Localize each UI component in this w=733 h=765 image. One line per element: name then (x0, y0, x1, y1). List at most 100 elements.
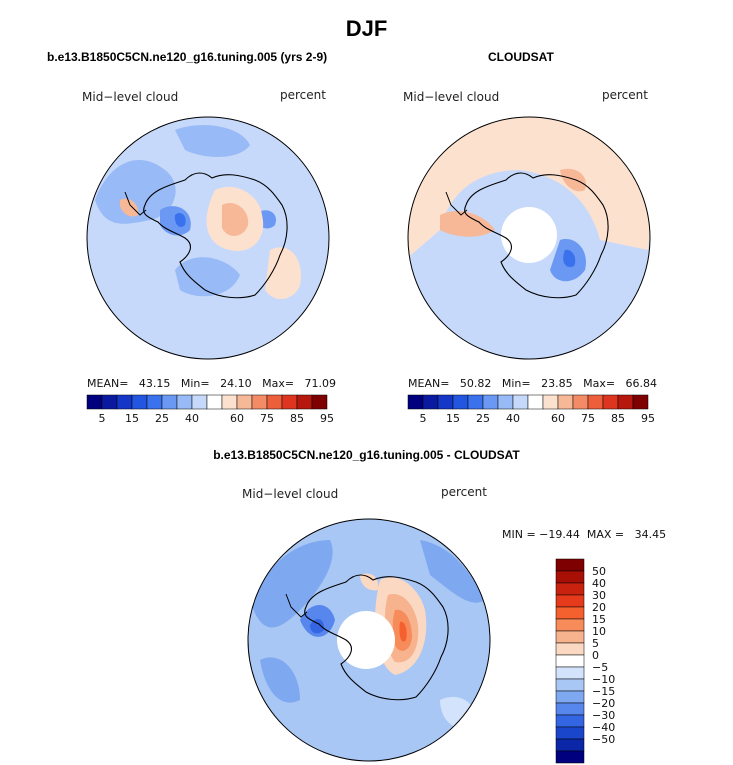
model-colorbar-box (221, 394, 238, 410)
diff-colorbar-tick-label: −50 (592, 733, 615, 746)
page-title: DJF (345, 16, 388, 41)
obs-peninsula (445, 191, 468, 216)
model-colorbar-box (131, 394, 148, 410)
diff-colorbar-tick-label: −10 (592, 673, 615, 686)
diff-panel-title: b.e13.B1850C5CN.ne120_g16.tuning.005 - C… (213, 448, 520, 462)
diff-colorbar-box (555, 618, 585, 632)
obs-colorbar-box (497, 394, 514, 410)
model-colorbar-tick-label: 95 (320, 412, 334, 425)
diff-colorbar-tick-label: 30 (592, 589, 606, 602)
model-colorbar-box (206, 394, 223, 410)
diff-field-label: Mid−level cloud (242, 487, 339, 501)
obs-colorbar-tick-label: 60 (551, 412, 565, 425)
diff-colorbar-box (555, 654, 585, 668)
diff-colorbar-box (555, 594, 585, 608)
diff-colorbar-tick-label: 0 (592, 649, 599, 662)
diff-colorbar-box (555, 570, 585, 584)
model-colorbar-box (146, 394, 163, 410)
model-map (86, 116, 330, 360)
obs-colorbar-tick-label: 85 (611, 412, 625, 425)
model-colorbar-tick-label: 15 (125, 412, 139, 425)
diff-colorbar-box (555, 714, 585, 728)
diff-coastline (304, 574, 449, 701)
obs-colorbar-tick-label: 5 (420, 412, 427, 425)
obs-colorbar-box (482, 394, 499, 410)
obs-field-label: Mid−level cloud (403, 90, 500, 104)
obs-colorbar-box (512, 394, 529, 410)
obs-colorbar-box (602, 394, 619, 410)
obs-colorbar-tick-label: 95 (641, 412, 655, 425)
diff-units-label: percent (441, 485, 487, 499)
diff-colorbar-tick-label: 5 (592, 637, 599, 650)
obs-coastline (464, 172, 609, 299)
obs-colorbar-tick-label: 75 (581, 412, 595, 425)
model-field-label: Mid−level cloud (82, 90, 179, 104)
diff-colorbar-box (555, 642, 585, 656)
diff-colorbar-tick-label: −20 (592, 697, 615, 710)
obs-map-border (407, 116, 651, 360)
obs-colorbar-box (542, 394, 559, 410)
obs-colorbar-tick-label: 15 (446, 412, 460, 425)
model-coastline (143, 172, 288, 299)
diff-colorbar-tick-label: −15 (592, 685, 615, 698)
diff-polar-gap (337, 611, 395, 669)
obs-colorbar-box (452, 394, 469, 410)
obs-colorbar: 5 15 25 40 60 75 85 95 (407, 394, 655, 425)
obs-polar-gap (501, 207, 557, 263)
diff-colorbar-tick-label: −5 (592, 661, 608, 674)
diff-colorbar-box (555, 666, 585, 680)
obs-colorbar-box (617, 394, 634, 410)
obs-colorbar-box (572, 394, 589, 410)
model-colorbar-tick-label: 75 (260, 412, 274, 425)
model-colorbar: 5 15 25 40 60 75 85 95 (86, 394, 334, 425)
model-map-border (86, 116, 330, 360)
diff-colorbar-tick-label: 20 (592, 601, 606, 614)
diff-map-border (247, 518, 491, 762)
obs-colorbar-box (407, 394, 424, 410)
obs-colorbar-box (632, 394, 649, 410)
model-colorbar-box (251, 394, 268, 410)
diff-colorbar-box (555, 558, 585, 572)
diff-stats: MIN = −19.44 MAX = 34.45 (502, 528, 667, 541)
diff-colorbar-box (555, 630, 585, 644)
obs-colorbar-box (422, 394, 439, 410)
obs-map (407, 116, 651, 360)
diff-colorbar-tick-label: 15 (592, 613, 606, 626)
diff-colorbar-tick-label: 10 (592, 625, 606, 638)
obs-colorbar-box (557, 394, 574, 410)
diff-colorbar-box (555, 750, 585, 764)
obs-panel-title: CLOUDSAT (488, 50, 554, 64)
diff-colorbar-tick-label: −40 (592, 721, 615, 734)
model-colorbar-box (116, 394, 133, 410)
model-stats: MEAN= 43.15 Min= 24.10 Max= 71.09 (87, 377, 337, 390)
obs-colorbar-box (437, 394, 454, 410)
diff-colorbar-box (555, 690, 585, 704)
model-colorbar-tick-label: 25 (155, 412, 169, 425)
model-colorbar-tick-label: 85 (290, 412, 304, 425)
diff-colorbar-box (555, 738, 585, 752)
model-colorbar-box (281, 394, 298, 410)
obs-colorbar-tick-label: 25 (476, 412, 490, 425)
diff-colorbar-box (555, 702, 585, 716)
model-colorbar-box (86, 394, 103, 410)
model-colorbar-box (236, 394, 253, 410)
obs-colorbar-box (467, 394, 484, 410)
diff-map (247, 518, 491, 762)
diff-colorbar-tick-label: −30 (592, 709, 615, 722)
obs-colorbar-tick-label: 40 (506, 412, 520, 425)
diff-colorbar-box (555, 726, 585, 740)
model-units-label: percent (280, 88, 326, 102)
model-colorbar-tick-label: 5 (99, 412, 106, 425)
model-colorbar-tick-label: 60 (230, 412, 244, 425)
model-peninsula (124, 191, 147, 216)
obs-colorbar-box (587, 394, 604, 410)
diff-colorbar-box (555, 678, 585, 692)
model-colorbar-tick-label: 40 (185, 412, 199, 425)
diff-colorbar-tick-label: 40 (592, 577, 606, 590)
diff-colorbar-tick-label: 50 (592, 565, 606, 578)
diff-peninsula (285, 593, 308, 618)
model-colorbar-box (296, 394, 313, 410)
model-colorbar-box (101, 394, 118, 410)
